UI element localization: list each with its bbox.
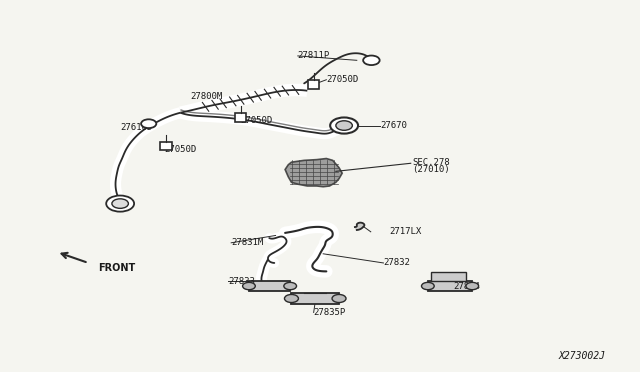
Text: 27831M: 27831M bbox=[231, 238, 264, 247]
Text: 27834: 27834 bbox=[453, 282, 480, 291]
Text: 2717LX: 2717LX bbox=[390, 227, 422, 236]
Circle shape bbox=[106, 196, 134, 212]
Circle shape bbox=[422, 282, 434, 290]
Circle shape bbox=[330, 118, 358, 134]
Circle shape bbox=[336, 121, 353, 130]
Circle shape bbox=[332, 295, 346, 302]
Bar bbox=[160, 142, 172, 150]
Text: 27833: 27833 bbox=[228, 277, 255, 286]
Circle shape bbox=[284, 282, 296, 290]
Bar bbox=[308, 80, 319, 89]
Text: 27050D: 27050D bbox=[241, 116, 273, 125]
Polygon shape bbox=[285, 158, 342, 187]
Bar bbox=[249, 281, 290, 291]
Text: 27050D: 27050D bbox=[326, 75, 358, 84]
Circle shape bbox=[112, 199, 129, 208]
Text: 27050D: 27050D bbox=[164, 145, 197, 154]
Bar bbox=[291, 293, 339, 304]
Bar bbox=[428, 281, 472, 291]
Text: 27670: 27670 bbox=[380, 121, 407, 130]
Polygon shape bbox=[355, 222, 364, 230]
Text: SEC.278: SEC.278 bbox=[412, 158, 450, 167]
Circle shape bbox=[243, 282, 255, 290]
Text: 27800M: 27800M bbox=[190, 92, 222, 101]
Text: (27010): (27010) bbox=[412, 165, 450, 174]
Circle shape bbox=[141, 119, 156, 128]
Circle shape bbox=[363, 55, 380, 65]
Circle shape bbox=[466, 282, 479, 290]
Text: X273002J: X273002J bbox=[559, 352, 605, 361]
Text: FRONT: FRONT bbox=[98, 263, 135, 273]
Text: 27610D: 27610D bbox=[120, 123, 152, 132]
Text: 27832: 27832 bbox=[383, 259, 410, 267]
Circle shape bbox=[284, 295, 298, 302]
Text: 27835P: 27835P bbox=[314, 308, 346, 317]
Text: 27811P: 27811P bbox=[298, 51, 330, 60]
Bar bbox=[431, 272, 466, 281]
Bar bbox=[235, 113, 246, 122]
